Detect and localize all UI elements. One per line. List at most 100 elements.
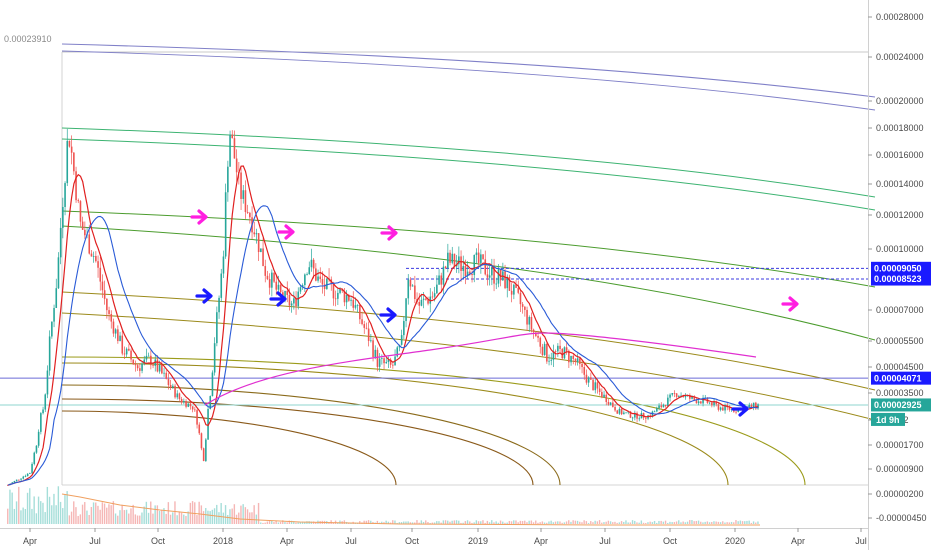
arrow-head [738,401,749,417]
volume-bar [282,520,284,524]
candle-body [178,393,181,399]
candle-body [24,476,27,477]
volume-bar [574,520,577,524]
candle-body [26,473,29,477]
grid-layer [0,0,868,550]
candle-body [539,337,542,347]
candle-body [240,172,242,199]
volume-bar [557,521,559,524]
candle-body [218,297,220,313]
volume-bar [695,520,698,524]
x-tick-label: Jul [855,536,867,546]
candle-body [477,252,480,263]
volume-bar [328,522,330,524]
candle-body [40,413,42,432]
candle-body [607,402,610,405]
candle-body [7,485,9,486]
volume-bar [99,509,101,524]
candle-body [323,284,326,289]
volume-bar [315,522,317,524]
candle-body [222,256,225,274]
candle-body [583,367,586,375]
volume-bar [220,503,222,524]
candle-body [385,361,388,364]
volume-bar [66,491,68,524]
volume-bar [79,514,82,524]
volume-bar [757,521,759,524]
volume-bar [200,505,203,524]
volume-bar [521,521,524,524]
volume-bar [123,510,126,524]
volume-bar [295,522,297,524]
candle-body [418,302,421,306]
candle-body [106,298,108,311]
ma-long-line [204,332,757,406]
price-tag [871,261,931,275]
candle-body [308,267,311,275]
candle-body [172,385,174,388]
volume-bar [440,522,442,524]
candle-body [568,350,570,363]
candle-body [48,336,51,371]
volume-bar [90,506,93,524]
candle-body [123,353,126,355]
volume-bar [216,504,218,524]
candle-body [345,294,348,303]
volume-bar [370,520,372,524]
candle-body [623,412,625,415]
fib-arc [61,43,876,98]
y-tick-label: 0.00001700 [876,440,924,450]
candle-body [332,284,335,299]
volume-bar [458,520,460,524]
candle-body [708,402,711,404]
candle-body [752,402,755,408]
candle-body [524,306,526,310]
candle-body [62,206,64,228]
candle-body [136,365,139,369]
volume-bar [667,522,669,524]
candle-body [378,358,381,367]
volume-bar [330,520,332,524]
volume-bar [517,522,519,524]
y-tick-label: 0.00000200 [876,489,924,499]
candle-body [29,473,31,474]
volume-bar [132,504,134,524]
volume-bar [37,496,40,524]
y-tick-label: 0.00024000 [876,52,924,62]
candle-body [317,276,319,281]
candle-body [695,399,698,404]
volume-bar [636,522,638,524]
volume-bar [257,502,260,524]
volume-bar [614,521,616,524]
volume-bar [711,522,713,524]
candle-body [304,274,306,286]
volume-bar [9,489,11,524]
volume-bar [238,512,240,524]
candle-body [447,252,449,269]
volume-bar [299,522,302,524]
volume-bar [451,520,453,524]
candle-body [42,409,44,414]
ma-fast-line [7,165,759,486]
candle-body [299,287,302,292]
volume-bar [598,520,601,524]
candle-body [165,372,168,379]
candle-body [46,370,49,395]
candle-body [35,445,38,453]
volume-bar [455,520,458,524]
y-tick-label: 0.00007000 [876,305,924,315]
ma-slow-line [7,205,759,486]
candle-body [150,355,152,366]
candle-body [528,316,531,325]
volume-bar [231,508,233,524]
candle-body [636,412,638,419]
candle-body [702,397,704,404]
y-tick-label: 0.00012000 [876,210,924,220]
blue-arrow-icon [379,307,397,323]
candle-body [88,234,91,254]
volume-bar [748,520,750,524]
volume-bar [136,515,139,524]
candle-body [235,158,238,173]
candle-body [207,408,209,440]
